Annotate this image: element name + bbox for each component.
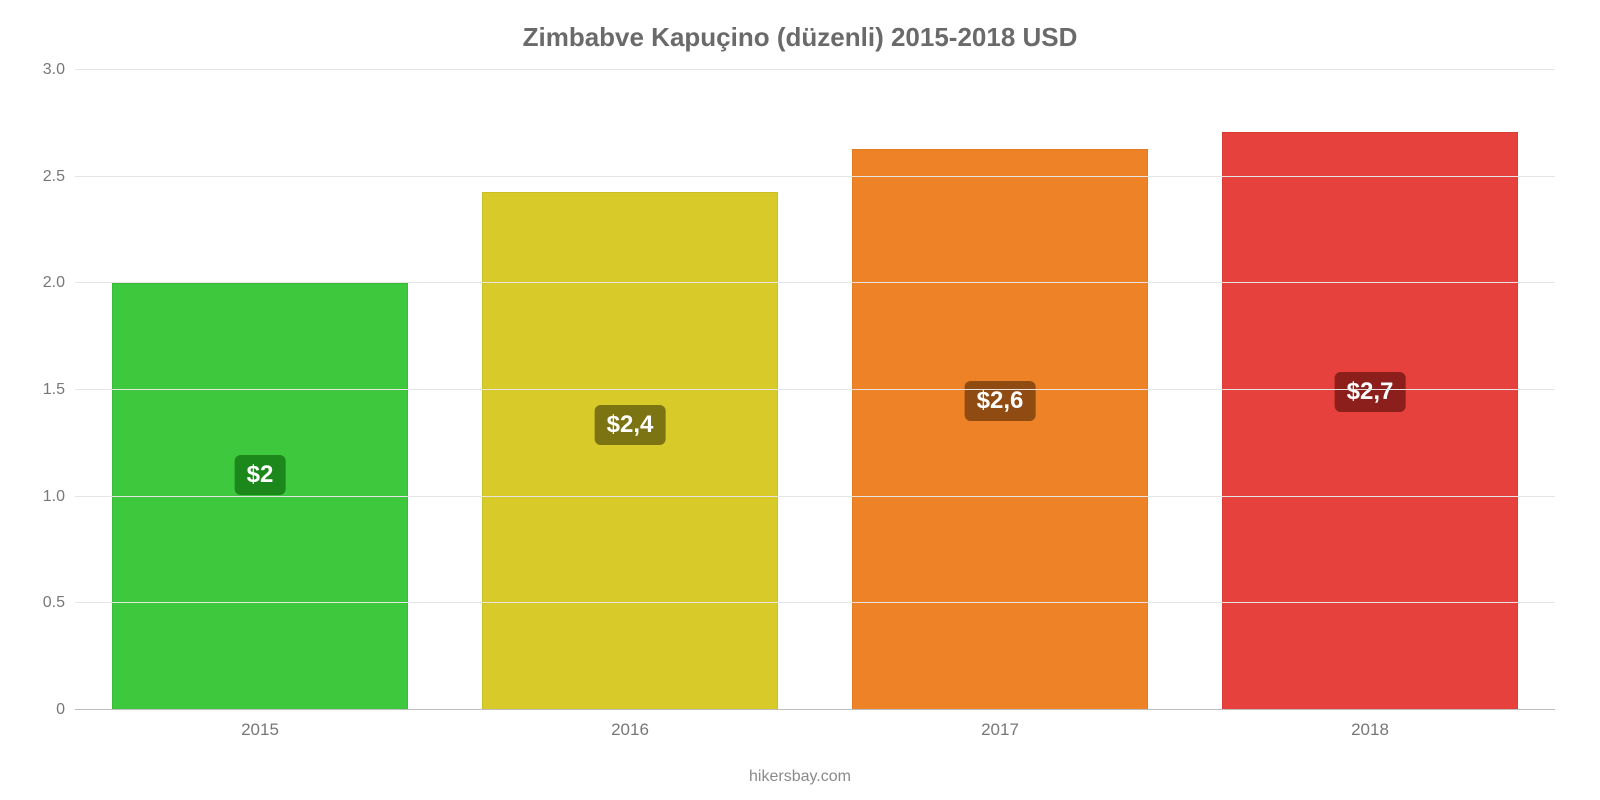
- x-tick-label: 2016: [611, 720, 649, 740]
- y-tick-label: 2.5: [43, 168, 65, 186]
- bar-value-label: $2,6: [965, 381, 1036, 421]
- gridline: [75, 496, 1555, 497]
- x-tick-label: 2017: [981, 720, 1019, 740]
- y-tick-label: 3.0: [43, 61, 65, 79]
- bar-slot: $2,72018: [1185, 70, 1555, 710]
- bar-2016: [482, 192, 778, 710]
- gridline: [75, 282, 1555, 283]
- x-tick-label: 2018: [1351, 720, 1389, 740]
- bar-2018: [1222, 132, 1518, 710]
- gridline: [75, 69, 1555, 70]
- bar-slot: $22015: [75, 70, 445, 710]
- y-tick-label: 1.5: [43, 381, 65, 399]
- chart-title: Zimbabve Kapuçino (düzenli) 2015-2018 US…: [0, 0, 1600, 53]
- footer-attribution: hikersbay.com: [0, 768, 1600, 786]
- bar-2017: [852, 149, 1148, 710]
- y-tick-label: 0: [56, 701, 65, 719]
- bar-value-label: $2: [235, 455, 286, 495]
- bars-container: $22015$2,42016$2,62017$2,72018: [75, 70, 1555, 710]
- y-tick-label: 0.5: [43, 594, 65, 612]
- y-tick-label: 1.0: [43, 488, 65, 506]
- bar-value-label: $2,7: [1335, 372, 1406, 412]
- bar-2015: [112, 283, 408, 710]
- chart-plot-area: $22015$2,42016$2,62017$2,72018 00.51.01.…: [75, 70, 1555, 710]
- gridline: [75, 176, 1555, 177]
- y-tick-label: 2.0: [43, 274, 65, 292]
- bar-slot: $2,62017: [815, 70, 1185, 710]
- gridline: [75, 389, 1555, 390]
- bar-value-label: $2,4: [595, 405, 666, 445]
- gridline: [75, 709, 1555, 710]
- bar-slot: $2,42016: [445, 70, 815, 710]
- gridline: [75, 602, 1555, 603]
- x-tick-label: 2015: [241, 720, 279, 740]
